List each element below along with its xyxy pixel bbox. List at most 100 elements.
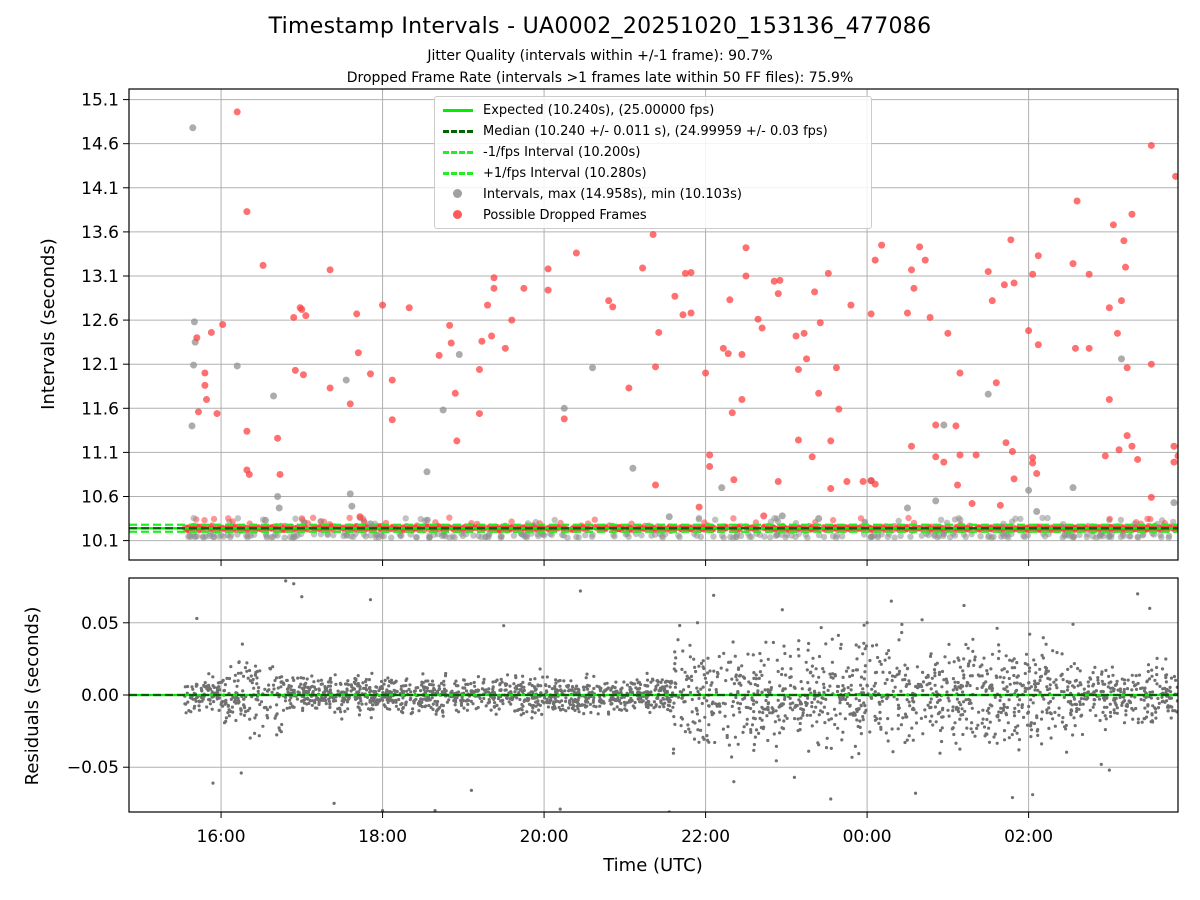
residual-point: [757, 676, 761, 681]
residual-point: [987, 726, 991, 730]
residual-point: [709, 683, 713, 687]
dropped-frame-point: [1120, 237, 1128, 245]
band-interval-point: [215, 533, 222, 540]
residual-point: [1106, 685, 1110, 689]
dropped-frame-point: [1172, 172, 1178, 180]
residual-point: [780, 672, 784, 677]
residual-point: [457, 690, 461, 694]
residual-outlier-point: [1031, 793, 1035, 797]
residual-point: [834, 713, 838, 717]
band-interval-point: [804, 534, 811, 542]
residual-point: [893, 675, 897, 679]
dropped-frame-point: [916, 243, 924, 251]
residual-point: [1005, 685, 1009, 689]
residual-point: [547, 684, 551, 689]
residual-point: [833, 674, 838, 678]
residual-point: [1146, 710, 1150, 714]
dropped-frame-point: [687, 268, 695, 276]
residual-point: [283, 695, 288, 700]
dropped-frame-point: [996, 501, 1004, 509]
dropped-frame-point: [243, 427, 251, 435]
residual-point: [783, 687, 787, 691]
band-upper-point: [1012, 515, 1019, 522]
residual-point: [1031, 701, 1035, 705]
band-interval-point: [977, 533, 984, 540]
dropped-frame-point: [290, 313, 298, 321]
residual-point: [951, 709, 955, 713]
residual-point: [297, 691, 301, 695]
residual-point: [837, 695, 842, 700]
residual-point: [236, 696, 240, 701]
residual-point: [702, 673, 706, 677]
residual-point: [1115, 706, 1119, 710]
band-upper-point: [229, 518, 236, 525]
residual-point: [596, 712, 600, 716]
residual-point: [954, 707, 958, 711]
residual-point: [598, 700, 602, 704]
residual-point: [1149, 696, 1153, 700]
residual-point: [538, 667, 542, 671]
residual-point: [781, 727, 786, 731]
residual-point: [610, 686, 614, 690]
residual-point: [358, 685, 362, 689]
residual-point: [989, 683, 993, 688]
residual-outlier-point: [865, 621, 869, 625]
interval-point: [189, 124, 197, 132]
chart-legend: Expected (10.240s), (25.00000 fps) Media…: [434, 96, 872, 229]
residual-point: [788, 654, 793, 659]
residual-point: [1122, 695, 1126, 699]
residual-outlier-point: [469, 788, 473, 792]
residual-point: [1051, 649, 1055, 653]
residual-point: [785, 716, 789, 721]
residual-point: [385, 707, 390, 711]
dropped-frame-point: [453, 437, 461, 445]
residual-point: [357, 713, 361, 717]
residual-point: [798, 728, 802, 732]
residual-point: [1034, 682, 1038, 686]
residual-point: [673, 662, 677, 666]
residual-point: [1010, 666, 1014, 670]
residual-point: [998, 698, 1002, 703]
band-interval-point: [891, 534, 898, 541]
residual-point: [552, 702, 556, 706]
residual-point: [589, 710, 593, 715]
residual-point: [585, 704, 589, 708]
residual-point: [346, 707, 350, 711]
band-interval-point: [582, 531, 589, 539]
interval-point: [439, 406, 447, 414]
residual-point: [1055, 650, 1059, 655]
residual-point: [239, 671, 243, 675]
dropped-frame-point: [274, 434, 282, 442]
interval-point: [1117, 355, 1125, 363]
residual-point: [1112, 708, 1116, 712]
residual-point: [359, 699, 363, 703]
band-interval-point: [1089, 533, 1097, 540]
residual-point: [942, 678, 946, 682]
residual-point: [427, 698, 431, 702]
residual-point: [1028, 666, 1032, 670]
dropped-frame-point: [803, 355, 811, 363]
residual-point: [953, 680, 957, 684]
residual-point: [819, 626, 823, 630]
residual-point: [368, 686, 372, 690]
residual-point: [285, 706, 289, 710]
residual-point: [280, 722, 284, 727]
residual-point: [594, 705, 598, 709]
residual-point: [940, 669, 945, 674]
residual-point: [222, 689, 226, 693]
residual-point: [459, 701, 463, 705]
residual-point: [1068, 701, 1072, 705]
dropped-frame-point: [1113, 329, 1121, 337]
residual-point: [544, 683, 548, 687]
residual-point: [253, 664, 258, 668]
residual-point: [276, 686, 280, 690]
residual-point: [1040, 710, 1044, 714]
residual-point: [1127, 699, 1131, 703]
residual-point: [732, 682, 737, 686]
residual-point: [564, 709, 568, 713]
residual-point: [929, 697, 933, 701]
xtick-label: 02:00: [1004, 827, 1053, 847]
residual-point: [361, 681, 365, 685]
residual-point: [928, 700, 932, 705]
residual-point: [329, 691, 333, 695]
